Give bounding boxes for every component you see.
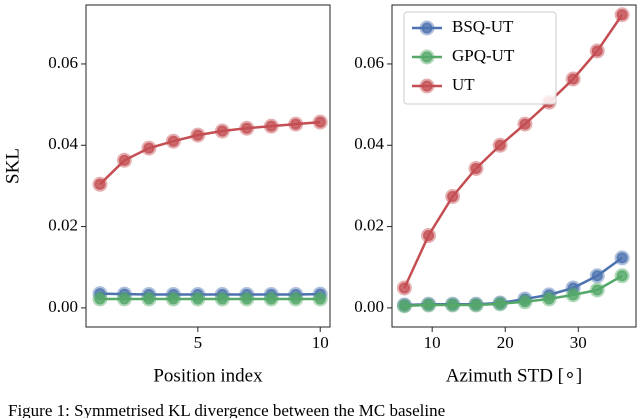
series-line	[403, 14, 624, 289]
y-tick-label: 0.02	[48, 215, 78, 234]
data-point	[468, 297, 484, 313]
data-point	[165, 291, 181, 307]
data-point	[116, 152, 132, 168]
data-point	[517, 116, 533, 132]
legend-label: BSQ-UT	[452, 17, 514, 36]
x-tick-label: 10	[312, 333, 329, 352]
x-axis-label: Position index	[153, 365, 263, 386]
data-point	[589, 268, 605, 284]
data-point	[541, 291, 557, 307]
y-tick-label: 0.00	[48, 297, 78, 316]
plot-frame	[391, 4, 637, 328]
x-tick-label: 20	[497, 333, 514, 352]
data-point	[589, 43, 605, 59]
y-axis-label: SKL	[2, 148, 23, 184]
data-point	[492, 296, 508, 312]
data-point	[445, 297, 461, 313]
series-line	[99, 292, 321, 296]
data-point	[288, 116, 304, 132]
legend-marker	[419, 49, 435, 65]
data-point	[239, 120, 255, 136]
data-point	[445, 188, 461, 204]
series-line	[404, 274, 623, 308]
data-point	[396, 280, 412, 296]
data-point	[468, 160, 484, 176]
x-axis-label: Azimuth STD [∘]	[446, 365, 582, 386]
data-point	[396, 298, 412, 314]
caption: Figure 1: Symmetrised KL divergence betw…	[8, 401, 445, 418]
plot-frame	[85, 4, 331, 328]
series-line	[404, 256, 623, 307]
data-point	[141, 140, 157, 156]
x-tick-label: 5	[194, 333, 203, 352]
data-point	[116, 291, 132, 307]
data-point	[565, 71, 581, 87]
legend-marker	[419, 78, 435, 94]
data-point	[492, 137, 508, 153]
data-point	[517, 294, 533, 310]
data-point	[165, 133, 181, 149]
data-point	[614, 250, 630, 266]
legend-label: GPQ-UT	[452, 46, 515, 65]
data-point	[214, 123, 230, 139]
data-point	[190, 291, 206, 307]
data-point	[312, 291, 328, 307]
y-tick-label: 0.06	[354, 53, 384, 72]
data-point	[263, 291, 279, 307]
y-tick-label: 0.04	[354, 134, 384, 153]
y-tick-label: 0.06	[48, 53, 78, 72]
data-point	[214, 291, 230, 307]
legend-box	[403, 11, 557, 105]
x-tick-label: 30	[570, 333, 587, 352]
y-tick-label: 0.02	[354, 215, 384, 234]
data-point	[263, 118, 279, 134]
data-point	[589, 282, 605, 298]
legend-marker	[419, 20, 435, 36]
data-point	[239, 291, 255, 307]
series-line	[99, 120, 321, 186]
data-point	[141, 291, 157, 307]
data-point	[565, 287, 581, 303]
data-point	[92, 291, 108, 307]
data-point	[92, 176, 108, 192]
y-tick-label: 0.04	[48, 134, 78, 153]
data-point	[312, 114, 328, 130]
x-tick-label: 10	[424, 333, 441, 352]
data-point	[614, 268, 630, 284]
data-point	[421, 297, 437, 313]
y-tick-label: 0.00	[354, 297, 384, 316]
data-point	[614, 7, 630, 23]
data-point	[190, 127, 206, 143]
data-point	[421, 228, 437, 244]
legend-label: UT	[452, 75, 475, 94]
data-point	[288, 291, 304, 307]
